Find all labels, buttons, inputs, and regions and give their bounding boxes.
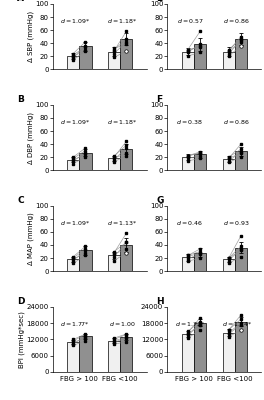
Bar — [235, 322, 247, 372]
Text: $\it{d= 1.09}$*: $\it{d= 1.09}$* — [60, 219, 91, 227]
Bar — [223, 159, 235, 170]
Bar — [67, 259, 79, 271]
Text: $\it{d= 0.86}$: $\it{d= 0.86}$ — [223, 17, 250, 25]
Text: G: G — [156, 196, 163, 205]
Text: $\it{d= 0.46}$: $\it{d= 0.46}$ — [176, 219, 204, 227]
Bar — [79, 46, 92, 69]
Bar — [79, 336, 92, 372]
Bar — [182, 257, 194, 271]
Text: F: F — [156, 95, 162, 104]
Text: D: D — [17, 297, 25, 306]
Bar — [223, 333, 235, 372]
Bar — [235, 248, 247, 271]
Text: $\it{d= 1.77}$*: $\it{d= 1.77}$* — [60, 320, 90, 328]
Bar — [108, 256, 120, 271]
Text: $\it{d= 1.72}$*: $\it{d= 1.72}$* — [175, 320, 205, 328]
Bar — [108, 158, 120, 170]
Bar — [79, 152, 92, 170]
Bar — [223, 52, 235, 69]
Text: $\it{d= 1.09}$*: $\it{d= 1.09}$* — [60, 17, 91, 25]
Text: $\it{d= 1.18}$*: $\it{d= 1.18}$* — [107, 118, 138, 126]
Bar — [182, 157, 194, 170]
Text: H: H — [156, 297, 164, 306]
Bar — [67, 342, 79, 372]
Y-axis label: Δ MAP (mmHg): Δ MAP (mmHg) — [27, 212, 34, 265]
Text: $\it{d= 1.18}$*: $\it{d= 1.18}$* — [107, 17, 138, 25]
Bar — [194, 323, 206, 372]
Text: $\it{d= 1.14}$*: $\it{d= 1.14}$* — [221, 320, 252, 328]
Y-axis label: BPI (mmHg*sec): BPI (mmHg*sec) — [18, 311, 25, 368]
Text: $\it{d= 0.86}$: $\it{d= 0.86}$ — [223, 118, 250, 126]
Bar — [235, 39, 247, 69]
Text: E: E — [156, 0, 162, 3]
Text: $\it{d= 0.93}$: $\it{d= 0.93}$ — [223, 219, 250, 227]
Bar — [194, 253, 206, 271]
Bar — [120, 39, 133, 69]
Bar — [67, 56, 79, 69]
Y-axis label: Δ DBP (mmHg): Δ DBP (mmHg) — [27, 112, 34, 164]
Text: B: B — [17, 95, 24, 104]
Bar — [194, 44, 206, 69]
Text: $\it{d= 0.38}$: $\it{d= 0.38}$ — [176, 118, 204, 126]
Bar — [108, 341, 120, 372]
Bar — [79, 250, 92, 271]
Bar — [182, 334, 194, 372]
Bar — [120, 245, 133, 271]
Bar — [194, 154, 206, 170]
Text: $\it{d= 0.57}$: $\it{d= 0.57}$ — [177, 17, 203, 25]
Y-axis label: Δ SBP (mmHg): Δ SBP (mmHg) — [27, 11, 34, 62]
Text: C: C — [17, 196, 24, 205]
Bar — [223, 259, 235, 271]
Text: $\it{d= 1.13}$*: $\it{d= 1.13}$* — [107, 219, 138, 227]
Bar — [182, 52, 194, 69]
Bar — [235, 151, 247, 170]
Bar — [67, 160, 79, 170]
Text: $\it{d= 1.00}$: $\it{d= 1.00}$ — [109, 320, 136, 328]
Bar — [120, 337, 133, 372]
Bar — [120, 149, 133, 170]
Text: $\it{d= 1.09}$*: $\it{d= 1.09}$* — [60, 118, 91, 126]
Text: A: A — [17, 0, 24, 3]
Bar — [108, 52, 120, 69]
